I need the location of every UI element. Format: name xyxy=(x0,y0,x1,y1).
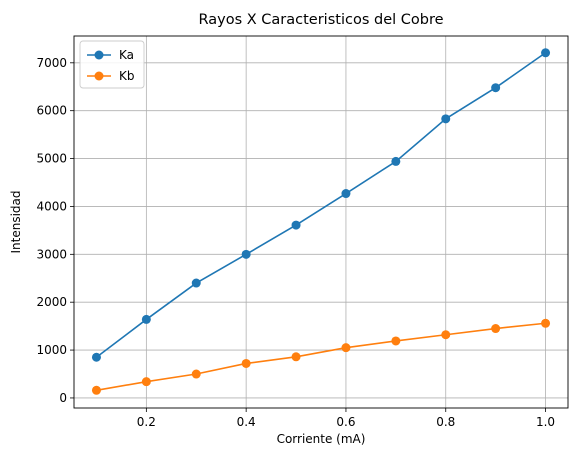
x-tick-label: 0.4 xyxy=(237,415,256,429)
y-tick-label: 2000 xyxy=(36,295,67,309)
y-tick-label: 7000 xyxy=(36,56,67,70)
y-tick-label: 3000 xyxy=(36,247,67,261)
data-point-ka xyxy=(142,315,151,324)
data-point-ka xyxy=(192,279,201,288)
y-axis-label: Intensidad xyxy=(9,190,23,253)
x-tick-label: 0.6 xyxy=(336,415,355,429)
data-point-kb xyxy=(391,336,400,345)
data-point-ka xyxy=(92,353,101,362)
data-point-kb xyxy=(142,377,151,386)
legend: Ka Kb xyxy=(80,41,144,88)
data-point-ka xyxy=(391,157,400,166)
x-tick-label: 0.2 xyxy=(137,415,156,429)
data-point-ka xyxy=(541,48,550,57)
x-tick-label: 1.0 xyxy=(536,415,555,429)
data-point-ka xyxy=(491,83,500,92)
y-tick-label: 4000 xyxy=(36,199,67,213)
data-point-ka xyxy=(341,189,350,198)
data-point-ka xyxy=(441,114,450,123)
y-tick-label: 0 xyxy=(59,391,67,405)
data-point-ka xyxy=(242,250,251,259)
data-point-kb xyxy=(192,370,201,379)
y-tick-label: 5000 xyxy=(36,152,67,166)
y-tick-label: 6000 xyxy=(36,104,67,118)
data-point-kb xyxy=(541,319,550,328)
x-tick-label: 0.8 xyxy=(436,415,455,429)
chart-title: Rayos X Caracteristicos del Cobre xyxy=(198,12,443,28)
legend-label-ka: Ka xyxy=(119,48,134,62)
data-point-kb xyxy=(441,330,450,339)
data-point-kb xyxy=(292,352,301,361)
data-point-ka xyxy=(292,221,301,230)
data-point-kb xyxy=(341,343,350,352)
legend-label-kb: Kb xyxy=(119,69,135,83)
data-point-kb xyxy=(92,386,101,395)
legend-marker-ka xyxy=(95,51,104,60)
legend-marker-kb xyxy=(95,72,104,81)
x-axis-label: Corriente (mA) xyxy=(277,432,366,446)
y-tick-label: 1000 xyxy=(36,343,67,357)
data-point-kb xyxy=(491,324,500,333)
data-point-kb xyxy=(242,359,251,368)
